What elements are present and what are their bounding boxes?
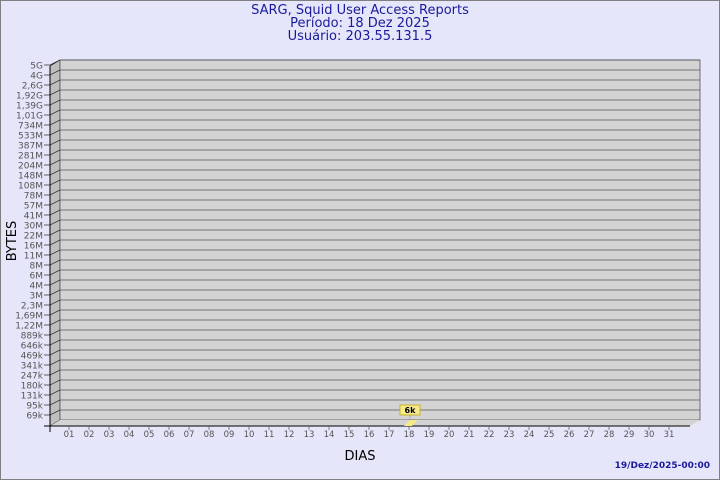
chart-user: Usuário: 203.55.131.5 — [287, 29, 433, 44]
x-tick-label: 27 — [584, 430, 595, 440]
x-tick-label: 24 — [524, 430, 535, 440]
y-tick-label: 1,22M — [15, 322, 43, 332]
y-tick-label: 69k — [26, 412, 43, 422]
chart-title: SARG, Squid User Access Reports — [251, 3, 469, 18]
y-tick-label: 341k — [21, 362, 44, 372]
chart-period: Período: 18 Dez 2025 — [290, 16, 430, 31]
x-tick-label: 11 — [264, 430, 275, 440]
y-tick-label: 646k — [21, 342, 44, 352]
y-tick-label: 533M — [18, 132, 43, 142]
y-tick-label: 108M — [18, 182, 43, 192]
y-tick-label: 11M — [24, 252, 43, 262]
x-tick-label: 25 — [544, 430, 555, 440]
floor — [50, 420, 700, 426]
x-tick-label: 17 — [384, 430, 395, 440]
y-tick-label: 1,01G — [16, 112, 43, 122]
y-tick-label: 8M — [30, 262, 44, 272]
x-tick-label: 15 — [344, 430, 355, 440]
data-label-box — [399, 404, 421, 416]
generated-timestamp: 19/Dez/2025-00:00 — [614, 461, 710, 471]
x-tick-label: 19 — [424, 430, 435, 440]
y-tick-label: 204M — [18, 162, 43, 172]
x-tick-label: 28 — [604, 430, 615, 440]
y-tick-label: 1,39G — [16, 102, 43, 112]
x-axis-label: DIAS — [345, 449, 376, 464]
x-tick-label: 18 — [404, 430, 415, 440]
y-tick-label: 1,92G — [16, 92, 43, 102]
y-tick-label: 6M — [30, 272, 44, 282]
y-axis-label: BYTES — [5, 221, 20, 262]
x-tick-label: 06 — [164, 430, 175, 440]
x-tick-label: 22 — [484, 430, 495, 440]
y-tick-label: 247k — [21, 372, 44, 382]
y-tick-label: 734M — [18, 122, 43, 132]
x-tick-label: 13 — [304, 430, 315, 440]
y-tick — [44, 59, 61, 66]
y-tick-label: 16M — [24, 242, 43, 252]
x-tick-label: 02 — [84, 430, 95, 440]
x-tick-label: 05 — [144, 430, 155, 440]
y-tick-label: 469k — [21, 352, 44, 362]
bar-18 — [404, 420, 418, 426]
x-tick-label: 09 — [224, 430, 235, 440]
y-tick-label: 41M — [24, 212, 43, 222]
y-tick-label: 4G — [30, 72, 43, 82]
y-tick-label: 95k — [26, 402, 43, 412]
x-tick-label: 14 — [324, 430, 335, 440]
x-tick-label: 31 — [664, 430, 675, 440]
x-tick-label: 29 — [624, 430, 635, 440]
data-label: 6k — [405, 406, 417, 415]
x-tick-label: 20 — [444, 430, 455, 440]
y-tick-label: 148M — [18, 172, 43, 182]
x-tick-label: 08 — [204, 430, 215, 440]
x-tick-label: 03 — [104, 430, 115, 440]
x-tick-label: 04 — [124, 430, 135, 440]
x-tick-label: 26 — [564, 430, 575, 440]
y-tick-label: 2,6G — [22, 82, 43, 92]
x-tick-label: 01 — [64, 430, 75, 440]
y-tick-label: 889k — [21, 332, 44, 342]
y-tick-label: 30M — [24, 222, 43, 232]
x-tick-label: 12 — [284, 430, 295, 440]
y-tick-label: 2,3M — [21, 302, 43, 312]
x-tick-label: 21 — [464, 430, 475, 440]
y-tick-label: 180k — [21, 382, 44, 392]
y-tick-label: 5G — [30, 62, 43, 72]
y-tick-label: 387M — [18, 142, 43, 152]
y-tick-label: 3M — [30, 292, 44, 302]
y-tick-label: 1,69M — [15, 312, 43, 322]
y-tick-label: 281M — [18, 152, 43, 162]
y-tick-label: 78M — [24, 192, 43, 202]
y-tick-label: 4M — [30, 282, 44, 292]
y-tick-label: 131k — [21, 392, 44, 402]
x-tick-label: 16 — [364, 430, 375, 440]
x-tick-label: 23 — [504, 430, 515, 440]
x-tick-label: 10 — [244, 430, 255, 440]
x-tick-label: 30 — [644, 430, 655, 440]
y-tick-label: 22M — [24, 232, 43, 242]
x-tick-label: 07 — [184, 430, 195, 440]
y-tick-label: 57M — [24, 202, 43, 212]
